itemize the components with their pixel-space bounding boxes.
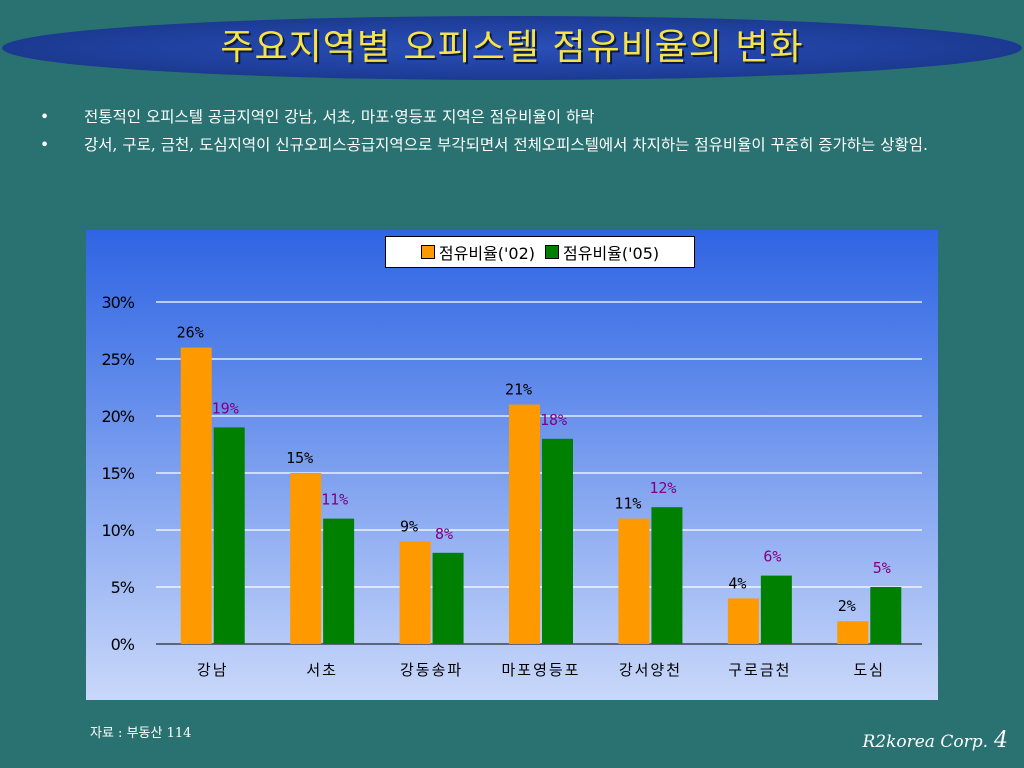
data-label-2002: 26% <box>177 324 204 342</box>
y-tick-label: 10% <box>101 521 134 540</box>
bar-2005 <box>651 507 683 644</box>
data-label-2002: 9% <box>400 517 418 535</box>
x-tick-label: 마포영등포 <box>501 661 580 679</box>
bar-2002 <box>618 518 650 644</box>
data-label-2005: 8% <box>435 525 453 543</box>
data-label-2002: 2% <box>838 597 856 615</box>
y-tick-label: 20% <box>101 407 134 426</box>
bullet-list: • 전통적인 오피스텔 공급지역인 강남, 서초, 마포·영등포 지역은 점유비… <box>40 106 960 162</box>
y-tick-label: 25% <box>101 350 134 369</box>
chart-legend: 점유비율('02) 점유비율('05) <box>385 236 695 268</box>
y-tick-label: 30% <box>101 293 134 312</box>
bar-2002 <box>290 473 322 644</box>
bar-2005 <box>213 427 245 644</box>
x-tick-label: 구로금천 <box>728 661 791 679</box>
data-label-2005: 18% <box>540 411 567 429</box>
bar-2002 <box>180 347 212 644</box>
footer-brand: R2korea Corp. 4 <box>862 728 1008 753</box>
bar-2005 <box>760 575 792 644</box>
slide-title: 주요지역별 오피스텔 점유비율의 변화 <box>220 27 804 68</box>
bullet-icon: • <box>40 136 50 154</box>
page-number: 4 <box>994 728 1008 753</box>
y-tick-label: 15% <box>101 464 134 483</box>
bullet-item: • 전통적인 오피스텔 공급지역인 강남, 서초, 마포·영등포 지역은 점유비… <box>40 106 960 128</box>
data-label-2005: 19% <box>212 399 239 417</box>
data-label-2005: 12% <box>649 479 676 497</box>
data-label-2002: 11% <box>614 495 641 513</box>
title-banner <box>2 16 1022 80</box>
bar-2002 <box>399 541 431 644</box>
data-label-2005: 11% <box>321 491 348 509</box>
x-tick-label: 강동송파 <box>400 661 463 679</box>
bullet-text: 강서, 구로, 금천, 도심지역이 신규오피스공급지역으로 부각되면서 전체오피… <box>84 136 928 154</box>
legend-swatch-2005 <box>545 245 559 259</box>
bar-2005 <box>323 518 355 644</box>
legend-label-2005: 점유비율('05) <box>563 244 660 263</box>
bar-2002 <box>509 404 540 644</box>
bar-2005 <box>432 552 464 644</box>
bullet-text: 전통적인 오피스텔 공급지역인 강남, 서초, 마포·영등포 지역은 점유비율이… <box>84 108 595 126</box>
data-label-2002: 21% <box>505 381 532 399</box>
bar-2005 <box>542 438 573 644</box>
x-tick-label: 강남 <box>197 661 229 679</box>
data-label-2005: 6% <box>763 548 781 566</box>
data-label-2002: 4% <box>728 574 746 592</box>
brand-name: R2korea Corp. <box>862 732 988 752</box>
bullet-item: • 강서, 구로, 금천, 도심지역이 신규오피스공급지역으로 부각되면서 전체… <box>40 134 960 156</box>
y-tick-label: 0% <box>111 635 135 654</box>
data-label-2005: 5% <box>873 559 891 577</box>
data-label-2002: 15% <box>286 449 313 467</box>
bar-2002 <box>837 621 869 644</box>
legend-label-2002: 점유비율('02) <box>438 244 535 263</box>
legend-item-2002: 점유비율('02) <box>420 240 535 264</box>
bar-2002 <box>727 598 759 644</box>
bullet-icon: • <box>40 108 50 126</box>
x-tick-label: 서초 <box>306 661 338 679</box>
x-tick-label: 도심 <box>853 661 885 679</box>
bar-2005 <box>870 587 902 644</box>
source-note: 자료 : 부동산 114 <box>90 726 192 741</box>
legend-item-2005: 점유비율('05) <box>545 240 659 264</box>
y-tick-label: 5% <box>111 578 135 597</box>
x-tick-label: 강서양천 <box>619 661 682 679</box>
legend-swatch-2002 <box>420 245 435 259</box>
